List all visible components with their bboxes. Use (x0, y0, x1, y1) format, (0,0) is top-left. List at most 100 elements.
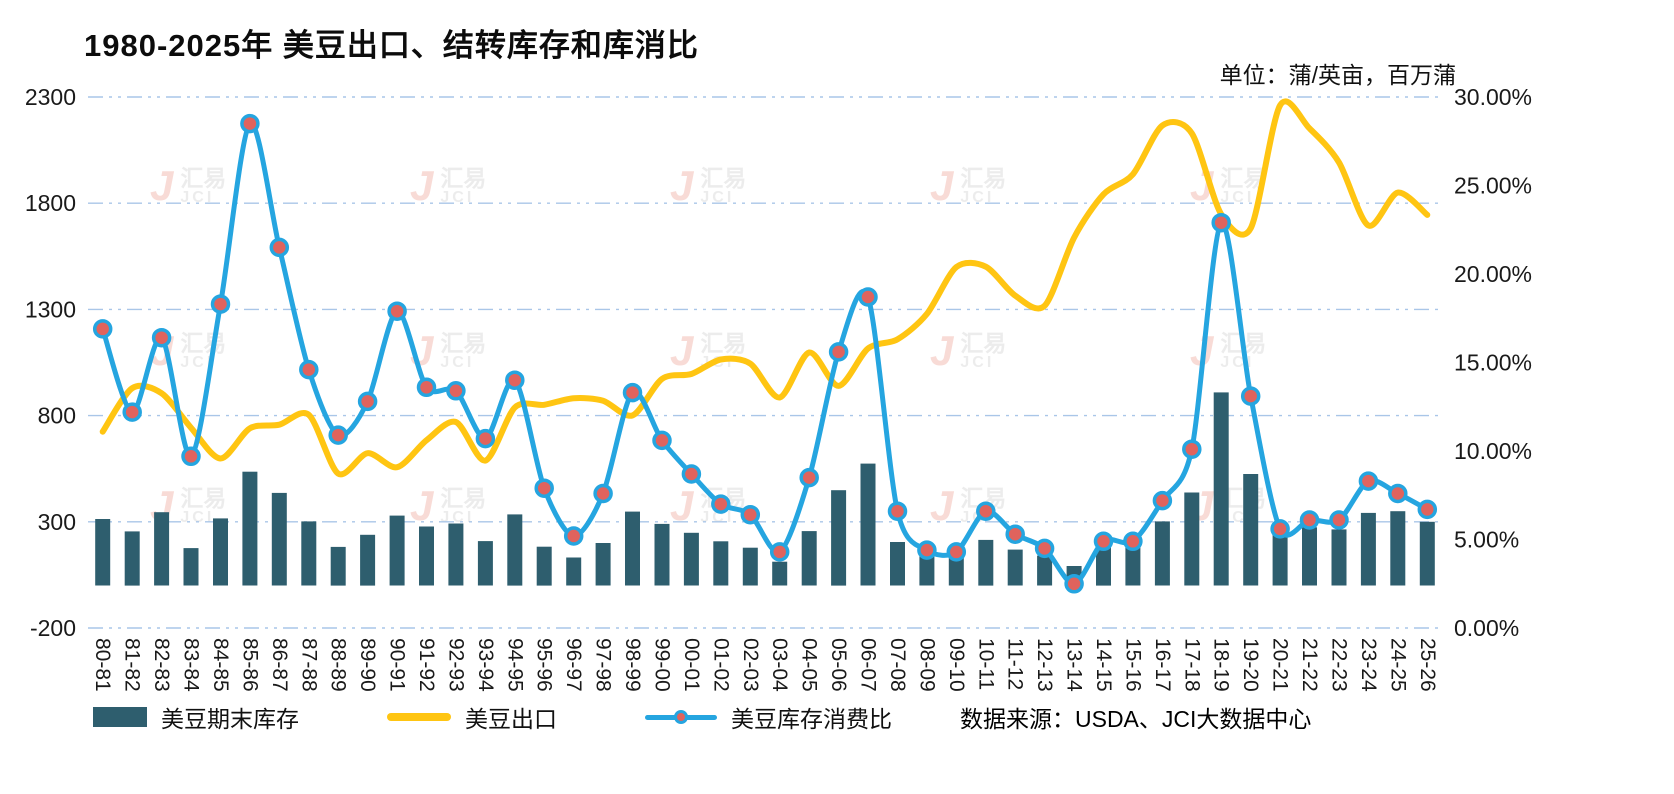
bar (772, 561, 788, 586)
svg-text:18-19: 18-19 (1210, 638, 1233, 692)
marker (1034, 538, 1055, 559)
svg-text:12-13: 12-13 (1033, 638, 1056, 692)
svg-text:17-18: 17-18 (1180, 638, 1203, 692)
marker (799, 467, 819, 488)
marker (1064, 574, 1084, 594)
marker (92, 319, 113, 339)
marker (299, 359, 319, 380)
svg-text:25.00%: 25.00% (1454, 173, 1532, 199)
marker (858, 287, 878, 307)
svg-text:15.00%: 15.00% (1454, 350, 1532, 376)
svg-text:10.00%: 10.00% (1454, 438, 1532, 464)
svg-text:5.00%: 5.00% (1454, 527, 1519, 553)
legend-bar-swatch (93, 707, 147, 727)
bar (1125, 543, 1141, 586)
bar (1154, 521, 1170, 586)
page-title: 1980-2025年 美豆出口、结转库存和库消比 (84, 28, 699, 63)
svg-text:84-85: 84-85 (209, 638, 232, 692)
marker (1240, 386, 1261, 406)
marker (1182, 439, 1202, 459)
svg-text:98-99: 98-99 (621, 638, 644, 692)
bar (713, 541, 729, 586)
bar (1037, 555, 1053, 586)
marker (446, 381, 466, 401)
marker (1358, 471, 1379, 491)
x-axis-labels: 80-81 81-82 82-83 83-84 84-85 85-86 86-87 87-88… (91, 638, 1439, 692)
bar (625, 511, 640, 586)
svg-text:94-95: 94-95 (503, 638, 526, 692)
bar (389, 515, 405, 586)
svg-text:-200: -200 (30, 615, 76, 641)
marker (1417, 499, 1438, 520)
marker (122, 402, 142, 422)
svg-text:22-23: 22-23 (1328, 638, 1351, 692)
marker (681, 464, 702, 484)
bar (1360, 512, 1376, 586)
marker (769, 542, 790, 562)
svg-text:02-03: 02-03 (739, 638, 762, 692)
marker (593, 483, 613, 504)
marker (740, 504, 761, 525)
bar (477, 541, 493, 586)
marker (416, 377, 437, 398)
marker (652, 430, 672, 451)
svg-text:14-15: 14-15 (1092, 638, 1115, 692)
svg-text:90-91: 90-91 (386, 638, 409, 692)
marker (1211, 212, 1231, 233)
bars-ending-stocks (95, 392, 1435, 586)
marker (269, 237, 290, 258)
marker (1299, 510, 1320, 530)
svg-text:86-87: 86-87 (268, 638, 291, 692)
svg-text:0.00%: 0.00% (1454, 615, 1519, 641)
svg-text:16-17: 16-17 (1151, 638, 1174, 692)
svg-text:97-98: 97-98 (592, 638, 615, 692)
legend-bar-label: 美豆期末库存 (161, 706, 299, 732)
bar (919, 556, 935, 586)
marker (563, 526, 584, 546)
bar (1213, 392, 1229, 586)
marker (1388, 483, 1408, 504)
bar (831, 490, 847, 586)
bar (183, 548, 199, 586)
marker (240, 113, 260, 134)
svg-text:20.00%: 20.00% (1454, 261, 1532, 287)
bar (683, 532, 699, 586)
legend-ratio-line-swatch (645, 710, 717, 724)
svg-text:01-02: 01-02 (709, 638, 732, 692)
marker (387, 301, 407, 321)
marker (534, 478, 554, 498)
svg-text:88-89: 88-89 (327, 638, 350, 692)
marker (622, 382, 643, 403)
svg-text:800: 800 (38, 403, 76, 429)
bar (1243, 474, 1259, 586)
bar (742, 547, 758, 586)
svg-text:05-06: 05-06 (827, 638, 850, 692)
svg-text:21-22: 21-22 (1298, 638, 1321, 692)
unit-label: 单位：蒲/英亩，百万蒲 (1219, 62, 1456, 88)
svg-text:00-01: 00-01 (680, 638, 703, 692)
svg-text:10-11: 10-11 (974, 638, 997, 690)
bar (1390, 511, 1406, 586)
svg-text:85-86: 85-86 (238, 638, 261, 692)
marker (328, 425, 348, 445)
svg-text:13-14: 13-14 (1063, 638, 1086, 692)
svg-text:99-00: 99-00 (651, 638, 674, 692)
bar (1302, 527, 1317, 586)
marker (1005, 524, 1025, 544)
bar (301, 521, 317, 586)
y-axis-right-labels: 30.00% 25.00% 20.00% 15.00% 10.00% 5.00% 0.00% (1454, 84, 1532, 641)
svg-text:19-20: 19-20 (1239, 638, 1262, 692)
svg-text:83-84: 83-84 (180, 638, 203, 692)
bar (1419, 521, 1435, 586)
legend-export-label: 美豆出口 (465, 706, 557, 732)
marker (475, 428, 496, 449)
bar (536, 546, 552, 586)
bar (419, 526, 434, 586)
marker (976, 501, 996, 521)
svg-text:30.00%: 30.00% (1454, 84, 1532, 110)
marker (1270, 519, 1290, 539)
gridlines (88, 96, 1442, 629)
legend-ratio-label: 美豆库存消费比 (731, 706, 892, 732)
bar (948, 553, 964, 586)
